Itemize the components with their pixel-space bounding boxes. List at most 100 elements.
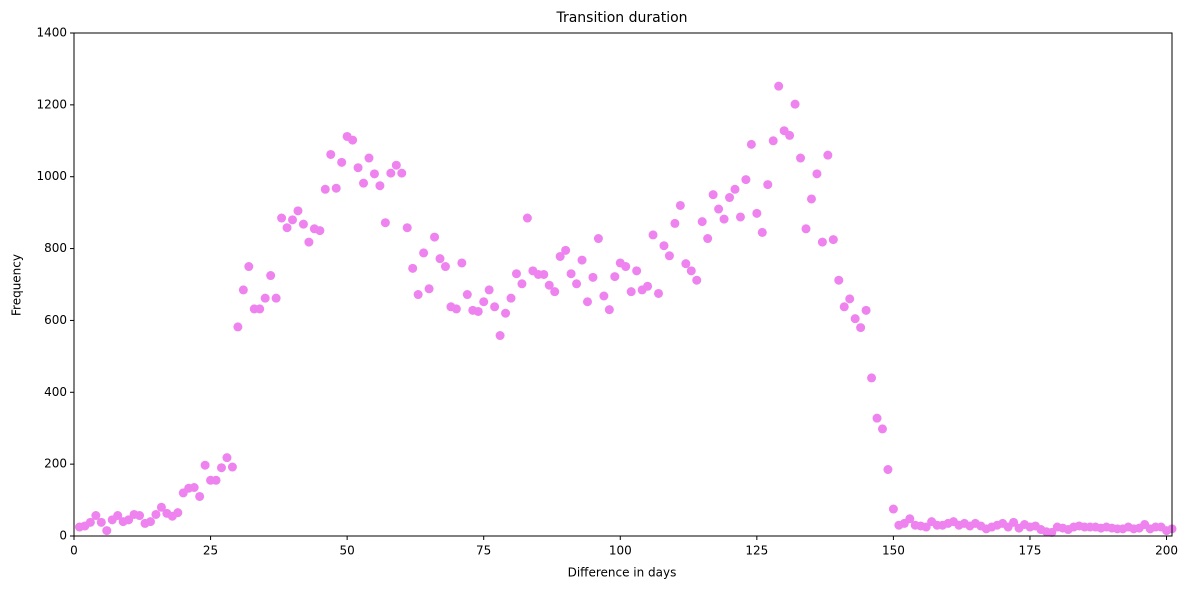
point <box>222 453 232 463</box>
point <box>599 291 609 301</box>
point <box>604 305 614 315</box>
point <box>572 279 582 289</box>
point <box>337 157 347 167</box>
point <box>424 284 434 294</box>
y-tick-label: 0 <box>59 529 67 543</box>
point <box>561 245 571 255</box>
point <box>282 223 292 233</box>
point <box>457 258 467 268</box>
point <box>719 214 729 224</box>
point <box>888 504 898 514</box>
point <box>670 218 680 228</box>
y-tick-label: 400 <box>44 385 67 399</box>
point <box>872 413 882 423</box>
point <box>883 465 893 475</box>
point <box>582 297 592 307</box>
x-tick-label: 100 <box>609 544 632 558</box>
point <box>828 235 838 245</box>
point <box>730 184 740 194</box>
point <box>244 262 254 272</box>
point <box>703 234 713 244</box>
point <box>643 281 653 291</box>
y-tick-label: 800 <box>44 241 67 255</box>
point <box>298 219 308 229</box>
point <box>752 208 762 218</box>
point <box>861 305 871 315</box>
point <box>817 237 827 247</box>
point <box>714 204 724 214</box>
point <box>905 514 915 524</box>
point <box>380 218 390 228</box>
x-tick-label: 50 <box>339 544 354 558</box>
point <box>408 263 418 273</box>
point <box>260 293 270 303</box>
point <box>686 266 696 276</box>
point <box>402 223 412 233</box>
x-tick-label: 0 <box>70 544 78 558</box>
point <box>648 230 658 240</box>
point <box>386 168 396 178</box>
point <box>435 254 445 264</box>
point <box>135 511 145 521</box>
point <box>369 169 379 179</box>
point <box>812 169 822 179</box>
point <box>156 502 166 512</box>
x-tick-label: 75 <box>476 544 491 558</box>
point <box>697 217 707 227</box>
point <box>834 275 844 285</box>
point <box>550 287 560 297</box>
x-tick-label: 125 <box>745 544 768 558</box>
point <box>588 272 598 282</box>
point <box>462 290 472 300</box>
y-tick-label: 1000 <box>36 169 67 183</box>
point <box>796 153 806 163</box>
point <box>867 373 877 383</box>
point <box>746 139 756 149</box>
point <box>451 304 461 314</box>
point <box>85 517 95 527</box>
point <box>610 272 620 282</box>
point <box>430 232 440 242</box>
point <box>364 153 374 163</box>
point <box>632 266 642 276</box>
point <box>173 508 183 518</box>
point <box>151 509 161 519</box>
point <box>293 206 303 216</box>
point <box>877 424 887 434</box>
point <box>233 322 243 332</box>
point <box>850 314 860 324</box>
point <box>566 269 576 279</box>
point <box>555 251 565 261</box>
point <box>544 280 554 290</box>
point <box>359 178 369 188</box>
point <box>326 149 336 159</box>
point <box>211 475 221 485</box>
point <box>216 463 226 473</box>
point <box>785 130 795 140</box>
point <box>774 81 784 91</box>
point <box>757 227 767 237</box>
chart-title: Transition duration <box>555 10 687 26</box>
point <box>375 181 385 191</box>
point <box>806 194 816 204</box>
x-axis-label: Difference in days <box>568 566 677 580</box>
point <box>675 200 685 210</box>
point <box>664 251 674 261</box>
point <box>413 290 423 300</box>
point <box>626 287 636 297</box>
point <box>238 285 248 295</box>
point <box>91 511 101 521</box>
point <box>353 163 363 173</box>
point <box>768 136 778 146</box>
point <box>708 190 718 200</box>
point <box>331 183 341 193</box>
point <box>473 306 483 316</box>
y-tick-label: 1200 <box>36 97 67 111</box>
point <box>593 234 603 244</box>
y-tick-label: 200 <box>44 457 67 471</box>
plot-frame <box>73 32 1173 537</box>
x-tick-label: 150 <box>882 544 905 558</box>
point <box>845 294 855 304</box>
point <box>621 262 631 272</box>
